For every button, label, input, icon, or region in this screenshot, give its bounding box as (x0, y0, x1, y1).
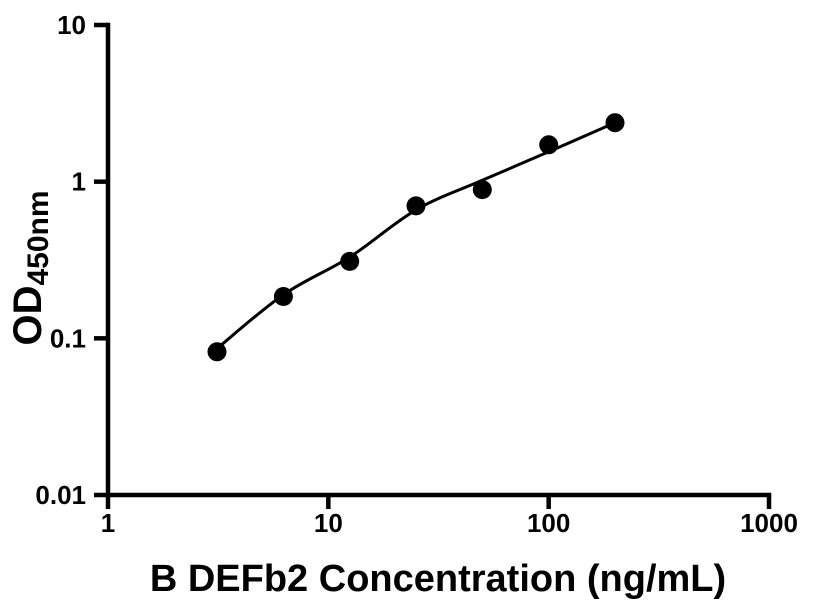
data-point (472, 180, 492, 200)
axes (105, 22, 772, 498)
data-point (605, 113, 625, 133)
y-tick-label: 10 (57, 10, 86, 40)
x-axis-title: B DEFb2 Concentration (ng/mL) (150, 558, 726, 600)
y-axis-title-sub: 450nm (22, 190, 55, 285)
y-axis-ticks (94, 22, 108, 498)
data-point (406, 196, 426, 216)
y-axis-title-main: OD (6, 286, 50, 346)
y-tick-label: 1 (72, 167, 86, 197)
data-point (340, 251, 360, 271)
y-tick-label: 0.01 (35, 480, 86, 510)
data-point (539, 135, 559, 155)
y-axis-title: OD450nm (6, 190, 55, 345)
y-tick-label: 0.1 (50, 323, 86, 353)
x-tick-label: 10 (314, 508, 343, 538)
x-axis-ticks (105, 495, 772, 509)
x-tick-label: 100 (527, 508, 570, 538)
data-points (207, 113, 625, 362)
x-axis-tick-labels: 1 10 100 1000 (101, 508, 798, 538)
x-tick-label: 1 (101, 508, 115, 538)
data-point (273, 287, 293, 306)
x-tick-label: 1000 (740, 508, 798, 538)
fit-curve-line (216, 121, 616, 350)
y-axis-tick-labels: 0.01 0.1 1 10 (35, 10, 86, 510)
data-point (207, 342, 227, 362)
